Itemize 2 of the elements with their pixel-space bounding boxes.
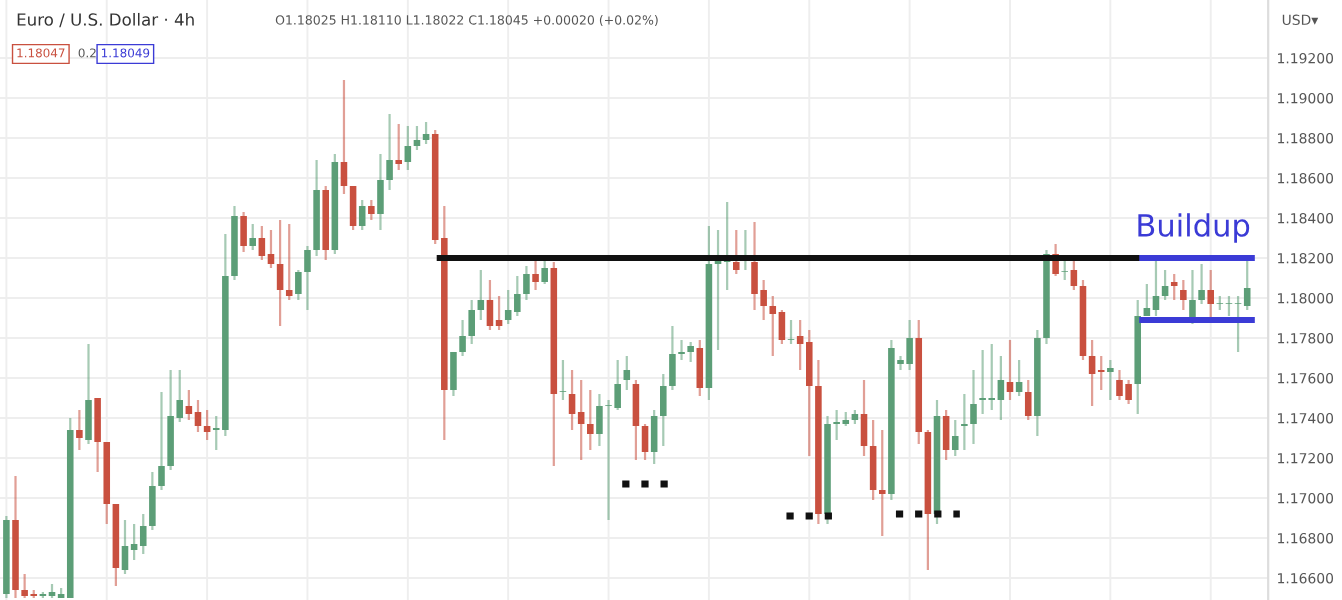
annotation: Buildup [1138,213,1250,243]
text: Euro / U.S. Dollar · 4h [17,12,194,28]
